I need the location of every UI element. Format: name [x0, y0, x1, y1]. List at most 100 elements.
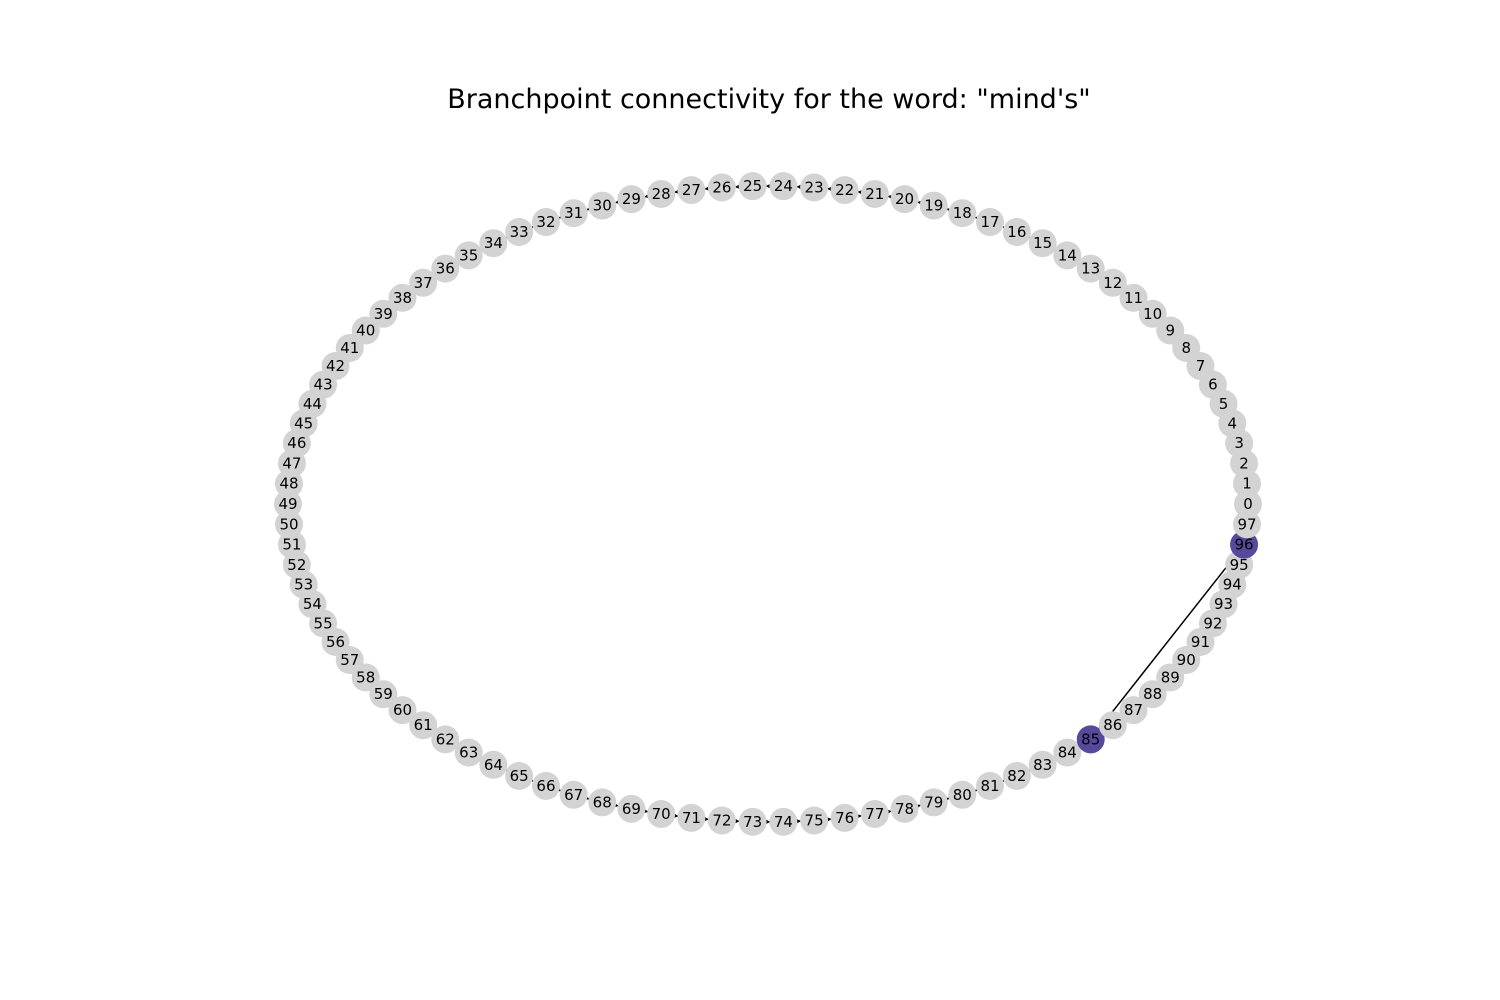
- node-label-52: 52: [287, 556, 306, 574]
- node-label-90: 90: [1177, 651, 1196, 669]
- node-12: [1098, 268, 1127, 297]
- node-label-24: 24: [774, 177, 793, 195]
- node-label-54: 54: [303, 595, 322, 613]
- node-24: [769, 172, 798, 201]
- node-label-80: 80: [953, 786, 972, 804]
- node-label-76: 76: [835, 809, 854, 827]
- node-9: [1156, 316, 1185, 345]
- figure-title: Branchpoint connectivity for the word: "…: [447, 84, 1091, 115]
- node-label-73: 73: [743, 813, 762, 831]
- node-69: [617, 794, 646, 823]
- node-0: [1234, 490, 1262, 518]
- node-label-7: 7: [1196, 357, 1206, 375]
- node-label-71: 71: [682, 809, 701, 827]
- node-label-68: 68: [593, 793, 612, 811]
- node-label-67: 67: [564, 786, 583, 804]
- node-37: [409, 268, 438, 297]
- node-label-35: 35: [459, 246, 478, 264]
- node-36: [431, 254, 460, 283]
- node-21: [860, 179, 889, 208]
- node-17: [976, 208, 1005, 237]
- node-34: [479, 229, 508, 258]
- node-label-25: 25: [743, 177, 762, 195]
- node-label-22: 22: [835, 181, 854, 199]
- node-27: [677, 176, 706, 205]
- node-26: [707, 173, 736, 202]
- node-68: [588, 788, 617, 817]
- node-78: [890, 794, 919, 823]
- node-label-88: 88: [1143, 685, 1162, 703]
- node-label-41: 41: [340, 339, 359, 357]
- node-16: [1002, 218, 1031, 247]
- node-label-36: 36: [436, 260, 455, 278]
- node-72: [707, 806, 736, 835]
- node-35: [454, 241, 483, 270]
- node-label-65: 65: [510, 767, 529, 785]
- node-label-33: 33: [510, 223, 529, 241]
- node-label-89: 89: [1161, 668, 1180, 686]
- node-label-42: 42: [326, 357, 345, 375]
- node-label-70: 70: [652, 805, 671, 823]
- node-label-91: 91: [1191, 633, 1210, 651]
- node-label-66: 66: [536, 777, 555, 795]
- node-label-31: 31: [564, 204, 583, 222]
- node-77: [860, 800, 889, 829]
- node-label-19: 19: [924, 197, 943, 215]
- node-38: [388, 283, 417, 312]
- node-63: [454, 738, 483, 767]
- node-label-20: 20: [895, 190, 914, 208]
- node-label-12: 12: [1103, 274, 1122, 292]
- node-label-60: 60: [393, 701, 412, 719]
- node-39: [369, 299, 398, 328]
- node-83: [1028, 750, 1057, 779]
- node-label-47: 47: [282, 454, 301, 472]
- node-label-64: 64: [484, 756, 503, 774]
- node-label-8: 8: [1181, 339, 1191, 357]
- node-label-30: 30: [593, 197, 612, 215]
- node-label-23: 23: [805, 178, 824, 196]
- node-label-26: 26: [712, 178, 731, 196]
- node-label-95: 95: [1230, 556, 1249, 574]
- node-label-74: 74: [774, 813, 793, 831]
- node-22: [830, 176, 859, 205]
- node-79: [919, 788, 948, 817]
- node-label-83: 83: [1033, 756, 1052, 774]
- node-label-32: 32: [536, 213, 555, 231]
- node-32: [531, 208, 560, 237]
- node-label-17: 17: [980, 213, 999, 231]
- node-59: [369, 680, 398, 709]
- node-65: [505, 761, 534, 790]
- node-label-82: 82: [1007, 767, 1026, 785]
- node-label-27: 27: [682, 181, 701, 199]
- node-label-18: 18: [953, 204, 972, 222]
- node-81: [976, 771, 1005, 800]
- node-label-16: 16: [1007, 223, 1026, 241]
- node-19: [919, 191, 948, 220]
- node-33: [505, 218, 534, 247]
- node-label-58: 58: [356, 668, 375, 686]
- node-label-46: 46: [287, 434, 306, 452]
- node-20: [890, 185, 919, 214]
- node-label-85: 85: [1081, 730, 1100, 748]
- node-label-86: 86: [1103, 716, 1122, 734]
- node-14: [1053, 241, 1082, 270]
- node-label-34: 34: [484, 234, 503, 252]
- node-18: [948, 199, 977, 228]
- node-29: [617, 185, 646, 214]
- node-label-59: 59: [374, 685, 393, 703]
- node-label-97: 97: [1237, 515, 1256, 533]
- node-label-78: 78: [895, 800, 914, 818]
- node-label-92: 92: [1203, 614, 1222, 632]
- node-label-72: 72: [712, 812, 731, 830]
- node-10: [1138, 299, 1167, 328]
- node-label-63: 63: [459, 744, 478, 762]
- node-61: [409, 711, 438, 740]
- node-13: [1076, 254, 1105, 283]
- node-label-5: 5: [1219, 395, 1229, 413]
- node-label-51: 51: [282, 536, 301, 554]
- node-label-28: 28: [652, 185, 671, 203]
- node-15: [1028, 229, 1057, 258]
- node-label-57: 57: [340, 651, 359, 669]
- node-label-13: 13: [1081, 260, 1100, 278]
